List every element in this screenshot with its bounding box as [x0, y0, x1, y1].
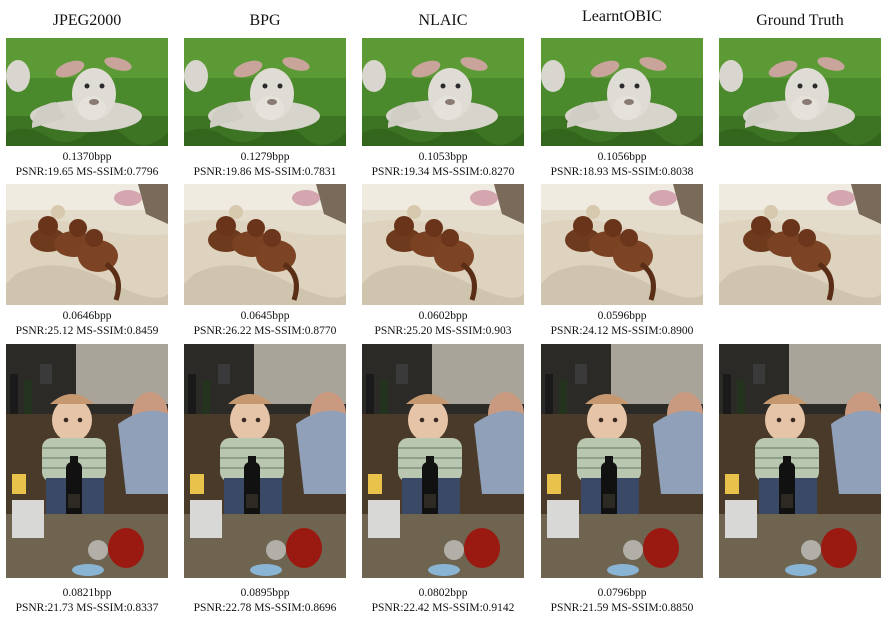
- column-header-learntobic: LearntOBIC: [582, 8, 662, 25]
- bpp-value: 0.0646bpp: [62, 310, 112, 322]
- metrics-value: PSNR:19.65 MS-SSIM:0.7796: [15, 166, 159, 178]
- metrics-value: PSNR:19.34 MS-SSIM:0.8270: [371, 166, 515, 178]
- metrics-value: PSNR:25.20 MS-SSIM:0.903: [374, 325, 512, 337]
- bpp-value: 0.1279bpp: [240, 151, 290, 163]
- image-lamb-nlaic: [362, 38, 524, 146]
- metrics-value: PSNR:25.12 MS-SSIM:0.8459: [15, 325, 159, 337]
- caption-baby-bpg: 0.0895bpp PSNR:22.78 MS-SSIM:0.8696: [184, 586, 346, 616]
- image-baby-jpeg2000: [6, 344, 168, 578]
- image-lamb-jpeg2000: [6, 38, 168, 146]
- bpp-value: 0.0821bpp: [62, 587, 112, 599]
- image-dogs-bpg: [184, 184, 346, 305]
- image-lamb-bpg: [184, 38, 346, 146]
- caption-baby-learntobic: 0.0796bpp PSNR:21.59 MS-SSIM:0.8850: [541, 586, 703, 616]
- caption-baby-nlaic: 0.0802bpp PSNR:22.42 MS-SSIM:0.9142: [362, 586, 524, 616]
- caption-lamb-nlaic: 0.1053bpp PSNR:19.34 MS-SSIM:0.8270: [362, 150, 524, 180]
- caption-lamb-jpeg2000: 0.1370bpp PSNR:19.65 MS-SSIM:0.7796: [6, 150, 168, 180]
- bpp-value: 0.0596bpp: [597, 310, 647, 322]
- column-header-jpeg2000: JPEG2000: [52, 12, 122, 29]
- caption-dogs-bpg: 0.0645bpp PSNR:26.22 MS-SSIM:0.8770: [184, 309, 346, 339]
- bpp-value: 0.0645bpp: [240, 310, 290, 322]
- caption-dogs-jpeg2000: 0.0646bpp PSNR:25.12 MS-SSIM:0.8459: [6, 309, 168, 339]
- metrics-value: PSNR:26.22 MS-SSIM:0.8770: [193, 325, 337, 337]
- image-dogs-learntobic: [541, 184, 703, 305]
- bpp-value: 0.0802bpp: [418, 587, 468, 599]
- metrics-value: PSNR:22.42 MS-SSIM:0.9142: [371, 602, 515, 614]
- image-baby-nlaic: [362, 344, 524, 578]
- metrics-value: PSNR:18.93 MS-SSIM:0.8038: [550, 166, 694, 178]
- caption-dogs-nlaic: 0.0602bpp PSNR:25.20 MS-SSIM:0.903: [362, 309, 524, 339]
- caption-dogs-learntobic: 0.0596bpp PSNR:24.12 MS-SSIM:0.8900: [541, 309, 703, 339]
- column-header-bpg: BPG: [249, 12, 281, 29]
- image-dogs-jpeg2000: [6, 184, 168, 305]
- image-dogs-ground-truth: [719, 184, 881, 305]
- image-lamb-ground-truth: [719, 38, 881, 146]
- image-baby-ground-truth: [719, 344, 881, 578]
- bpp-value: 0.0602bpp: [418, 310, 468, 322]
- bpp-value: 0.1370bpp: [62, 151, 112, 163]
- caption-baby-jpeg2000: 0.0821bpp PSNR:21.73 MS-SSIM:0.8337: [6, 586, 168, 616]
- bpp-value: 0.0895bpp: [240, 587, 290, 599]
- metrics-value: PSNR:24.12 MS-SSIM:0.8900: [550, 325, 694, 337]
- caption-lamb-bpg: 0.1279bpp PSNR:19.86 MS-SSIM:0.7831: [184, 150, 346, 180]
- metrics-value: PSNR:21.73 MS-SSIM:0.8337: [15, 602, 159, 614]
- image-dogs-nlaic: [362, 184, 524, 305]
- column-header-nlaic: NLAIC: [418, 12, 468, 29]
- metrics-value: PSNR:19.86 MS-SSIM:0.7831: [193, 166, 337, 178]
- bpp-value: 0.1053bpp: [418, 151, 468, 163]
- image-baby-learntobic: [541, 344, 703, 578]
- bpp-value: 0.1056bpp: [597, 151, 647, 163]
- bpp-value: 0.0796bpp: [597, 587, 647, 599]
- metrics-value: PSNR:21.59 MS-SSIM:0.8850: [550, 602, 694, 614]
- metrics-value: PSNR:22.78 MS-SSIM:0.8696: [193, 602, 337, 614]
- column-header-ground-truth: Ground Truth: [756, 12, 844, 29]
- image-lamb-learntobic: [541, 38, 703, 146]
- caption-lamb-learntobic: 0.1056bpp PSNR:18.93 MS-SSIM:0.8038: [541, 150, 703, 180]
- image-baby-bpg: [184, 344, 346, 578]
